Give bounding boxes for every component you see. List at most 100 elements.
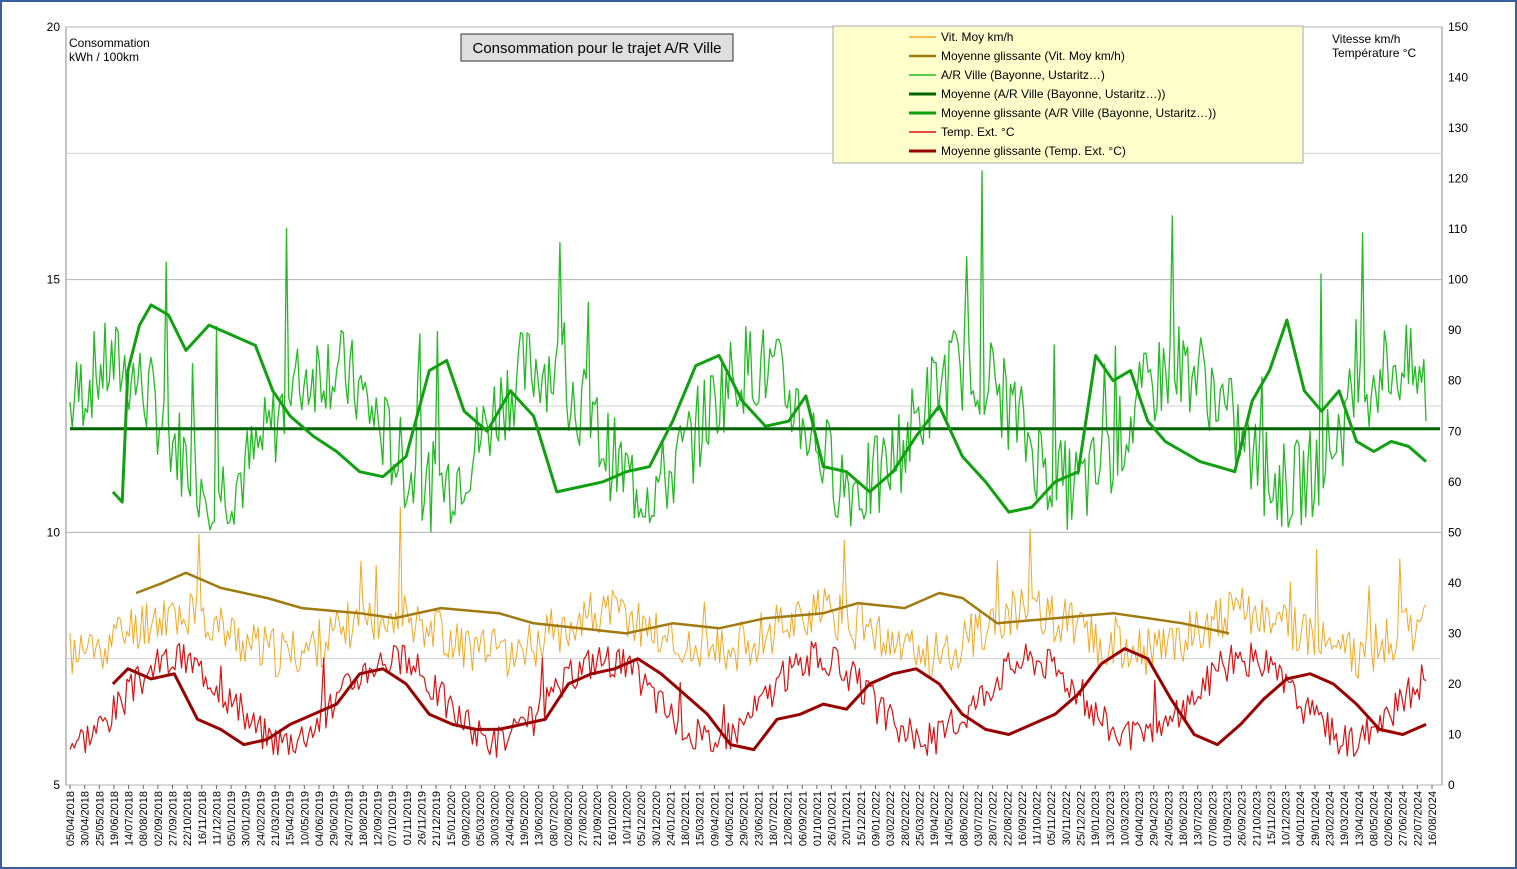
legend-entry-2: A/R Ville (Bayonne, Ustaritz…) [941, 68, 1105, 82]
right-axis-tick-14: 140 [1448, 71, 1468, 85]
legend-entry-3: Moyenne (A/R Ville (Bayonne, Ustaritz…)) [941, 87, 1166, 101]
date-tick-1: 30/04/2018 [80, 791, 92, 846]
right-axis-tick-9: 90 [1448, 323, 1462, 337]
date-tick-86: 23/02/2024 [1324, 791, 1336, 846]
date-tick-20: 18/08/2019 [358, 791, 370, 846]
date-tick-10: 11/12/2018 [211, 791, 223, 845]
right-axis-tick-0: 0 [1448, 778, 1455, 792]
date-tick-84: 04/01/2024 [1295, 791, 1307, 846]
date-tick-71: 13/02/2023 [1105, 791, 1117, 846]
date-tick-18: 29/06/2019 [329, 791, 341, 846]
date-tick-57: 28/02/2022 [900, 791, 912, 846]
date-tick-63: 28/07/2022 [988, 791, 1000, 846]
date-tick-54: 15/12/2021 [856, 791, 868, 846]
right-axis-tick-3: 30 [1448, 626, 1462, 640]
date-tick-41: 24/01/2021 [665, 791, 677, 846]
right-axis-tick-13: 130 [1448, 121, 1468, 135]
date-tick-73: 04/04/2023 [1134, 791, 1146, 846]
date-tick-79: 01/09/2023 [1222, 791, 1234, 846]
date-tick-83: 10/12/2023 [1281, 791, 1293, 846]
date-tick-87: 19/03/2024 [1339, 791, 1351, 846]
left-axis-tick-0: 5 [53, 778, 60, 792]
date-tick-24: 26/11/2019 [416, 791, 428, 845]
right-axis-tick-10: 100 [1448, 273, 1468, 287]
date-tick-77: 13/07/2023 [1193, 791, 1205, 846]
date-tick-58: 25/03/2022 [914, 791, 926, 846]
date-tick-38: 10/11/2020 [622, 791, 634, 845]
date-tick-29: 30/03/2020 [490, 791, 502, 846]
date-tick-7: 27/09/2018 [168, 791, 180, 846]
date-tick-30: 24/04/2020 [504, 791, 516, 846]
date-tick-76: 18/06/2023 [1178, 791, 1190, 846]
left-axis-tick-2: 15 [47, 273, 61, 287]
date-tick-43: 15/03/2021 [695, 791, 707, 846]
legend: Vit. Moy km/h Moyenne glissante (Vit. Moy… [832, 25, 1304, 164]
right-axis-tick-6: 60 [1448, 475, 1462, 489]
date-tick-17: 04/06/2019 [314, 791, 326, 846]
date-tick-66: 11/10/2022 [1032, 791, 1044, 845]
right-axis-tick-8: 80 [1448, 374, 1462, 388]
date-tick-90: 02/06/2024 [1383, 791, 1395, 846]
date-tick-5: 08/08/2018 [138, 791, 150, 846]
date-tick-88: 13/04/2024 [1354, 791, 1366, 846]
date-tick-39: 05/12/2020 [636, 791, 648, 846]
series-line-0 [69, 506, 1427, 679]
chart-title: Consommation pour le trajet A/R Ville [472, 40, 721, 57]
right-axis-tick-12: 120 [1448, 172, 1468, 186]
chart-title-box: Consommation pour le trajet A/R Ville [460, 33, 734, 62]
legend-entry-5: Temp. Ext. °C [941, 125, 1015, 139]
date-tick-65: 16/09/2022 [1017, 791, 1029, 846]
date-tick-32: 13/06/2020 [534, 791, 546, 846]
date-tick-81: 21/10/2023 [1251, 791, 1263, 846]
right-axis-tick-1: 10 [1448, 727, 1462, 741]
date-tick-27: 09/02/2020 [460, 791, 472, 846]
left-axis-ticks: 5 10 15 20 [47, 20, 61, 792]
date-tick-13: 24/02/2019 [255, 791, 267, 846]
date-tick-55: 09/01/2022 [870, 791, 882, 846]
date-tick-91: 27/06/2024 [1398, 791, 1410, 846]
date-tick-40: 30/12/2020 [651, 791, 663, 846]
date-tick-72: 10/03/2023 [1119, 791, 1131, 846]
date-tick-31: 19/05/2020 [519, 791, 531, 846]
date-tick-52: 26/10/2021 [827, 791, 839, 846]
date-tick-82: 15/11/2023 [1266, 791, 1278, 845]
date-tick-35: 27/08/2020 [578, 791, 590, 846]
date-tick-25: 21/12/2019 [431, 791, 443, 846]
date-tick-28: 05/03/2020 [475, 791, 487, 846]
series-line-1 [135, 571, 1230, 635]
date-tick-78: 07/08/2023 [1207, 791, 1219, 846]
date-tick-44: 09/04/2021 [709, 791, 721, 846]
date-tick-47: 23/06/2021 [753, 791, 765, 846]
right-axis-tick-5: 50 [1448, 525, 1462, 539]
date-tick-36: 21/09/2020 [592, 791, 604, 846]
date-tick-51: 01/10/2021 [812, 791, 824, 846]
series-layer [69, 170, 1440, 758]
date-tick-53: 20/11/2021 [841, 791, 853, 845]
legend-entry-4: Moyenne glissante (A/R Ville (Bayonne, U… [941, 106, 1216, 120]
right-axis-label-line1: Vitesse km/h [1332, 32, 1400, 46]
left-axis-tick-3: 20 [47, 20, 61, 34]
right-axis-ticks: 0 10 20 30 40 50 60 70 80 90 100 110 120 130 140 150 [1448, 20, 1468, 792]
right-axis-label-line2: Température °C [1332, 46, 1416, 60]
date-tick-8: 22/10/2018 [182, 791, 194, 846]
date-axis-ticks: 05/04/2018 30/04/2018 25/05/2018 19/06/2018… [65, 785, 1439, 846]
date-tick-23: 01/11/2019 [402, 791, 414, 845]
date-tick-56: 03/02/2022 [885, 791, 897, 846]
legend-entry-1: Moyenne glissante (Vit. Moy km/h) [941, 49, 1125, 63]
date-tick-93: 16/08/2024 [1427, 791, 1439, 846]
date-tick-85: 29/01/2024 [1310, 791, 1322, 846]
date-tick-26: 15/01/2020 [446, 791, 458, 846]
date-tick-11: 05/01/2019 [226, 791, 238, 846]
date-tick-50: 06/09/2021 [797, 791, 809, 846]
date-tick-2: 25/05/2018 [94, 791, 106, 846]
date-tick-22: 07/10/2019 [387, 791, 399, 846]
date-tick-67: 05/11/2022 [1046, 791, 1058, 845]
series-line-2 [69, 170, 1427, 533]
date-tick-6: 02/09/2018 [153, 791, 165, 846]
series-line-5 [69, 641, 1427, 758]
date-tick-80: 26/09/2023 [1237, 791, 1249, 846]
right-axis-tick-7: 70 [1448, 424, 1462, 438]
date-tick-16: 10/05/2019 [299, 791, 311, 846]
